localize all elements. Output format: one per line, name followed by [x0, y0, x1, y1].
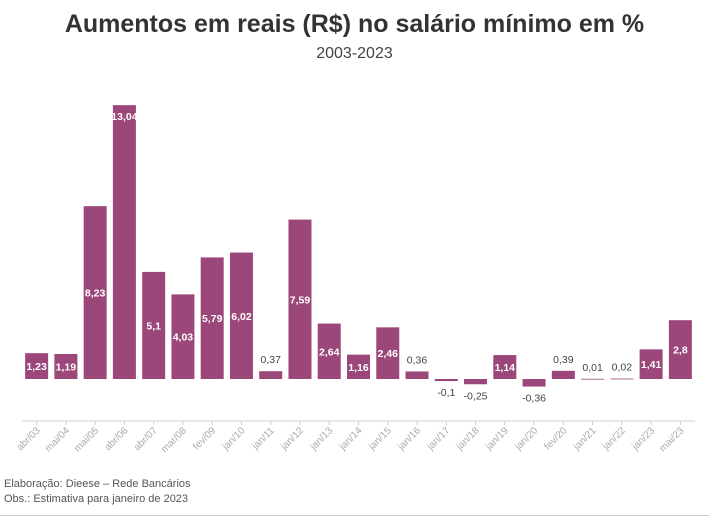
x-tick-label: jan/10 [220, 425, 248, 453]
value-label: 5,79 [202, 313, 223, 325]
chart-title: Aumentos em reais (R$) no salário mínimo… [64, 10, 645, 38]
value-label: 0,02 [612, 362, 633, 374]
value-label: 8,23 [85, 288, 106, 300]
bar-fev-09 [200, 257, 224, 379]
x-tick-label: mai/04 [43, 425, 72, 454]
chart-subtitle: 2003-2023 [316, 45, 393, 62]
bar-jan-20 [522, 379, 546, 387]
value-label: 13,04 [111, 111, 137, 123]
x-tick-label: jan/20 [512, 425, 540, 453]
bar-jan-17 [434, 379, 458, 382]
bar-abr-07 [142, 271, 166, 379]
bar-jan-14 [347, 354, 370, 379]
bar-jan-21 [581, 378, 605, 380]
x-tick-label: jan/14 [337, 425, 365, 453]
bar-abr-03 [25, 353, 49, 379]
value-label: 4,03 [173, 332, 194, 344]
x-tick-label: fev/20 [542, 425, 569, 452]
value-label: 2,64 [319, 346, 340, 358]
x-tick-label: jan/15 [366, 425, 394, 453]
bottom-divider [0, 515, 709, 516]
value-label: 7,59 [290, 294, 311, 306]
x-tick-label: jan/11 [250, 425, 278, 453]
bar-mai-05 [83, 206, 107, 379]
bar-jan-16 [405, 371, 429, 379]
x-tick-label: jan/18 [454, 425, 482, 453]
value-label: 0,01 [582, 362, 603, 374]
value-label: -0,25 [464, 390, 488, 402]
bar-jan-12 [288, 219, 312, 379]
x-tick-label: fev/09 [191, 425, 218, 452]
x-tick-label: jan/23 [629, 425, 657, 453]
x-tick-label: jan/17 [425, 425, 453, 453]
value-label: 1,14 [495, 362, 516, 374]
bar-mai-23 [668, 320, 692, 379]
value-label: -0,1 [437, 387, 455, 399]
x-tick-label: jan/13 [308, 425, 336, 453]
bar-chart: 1,23 abr/03 1,19 mai/04 8,23 mai/05 13,04 abr/0… [15, 105, 695, 455]
x-tick-label: jan/16 [395, 425, 423, 453]
x-tick-label: mar/08 [159, 425, 189, 455]
footer-source: Elaboração: Dieese – Rede Bancários [4, 478, 191, 490]
bar-jan-23 [639, 349, 663, 379]
value-label: 2,8 [673, 345, 688, 357]
bar-abr-06 [112, 105, 136, 379]
x-tick-label: jan/19 [483, 425, 511, 453]
value-label: 0,37 [260, 354, 281, 366]
value-label: 1,23 [26, 361, 47, 373]
x-tick-label: jan/21 [571, 425, 599, 453]
bar-mai-04 [54, 354, 78, 379]
bar-jan-11 [259, 371, 283, 379]
bar-jan-13 [317, 323, 341, 379]
bar-jan-10 [229, 252, 253, 379]
bar-jan-19 [493, 355, 517, 379]
value-label: 0,36 [407, 354, 428, 366]
value-label: 2,46 [378, 348, 399, 360]
bar-jan-22 [610, 378, 634, 380]
footer-note: Obs.: Estimativa para janeiro de 2023 [4, 493, 189, 505]
value-label: 6,02 [231, 311, 252, 323]
value-label: 0,39 [553, 354, 574, 366]
x-tick-label: abr/07 [132, 425, 160, 453]
x-tick-label: abr/06 [103, 425, 131, 453]
bar-jan-18 [464, 379, 488, 385]
x-tick-label: abr/03 [15, 425, 43, 453]
value-label: 1,41 [641, 359, 662, 371]
bar-jan-15 [376, 327, 400, 379]
x-tick-label: jan/12 [278, 425, 306, 453]
x-tick-label: jan/22 [600, 425, 628, 453]
value-label: -0,36 [522, 393, 546, 405]
bar-mar-08 [171, 294, 195, 379]
value-label: 1,19 [56, 362, 77, 374]
bar-fev-20 [551, 370, 575, 379]
x-tick-label: mai/23 [657, 425, 686, 454]
value-label: 5,1 [146, 320, 161, 332]
x-tick-label: mai/05 [72, 425, 101, 454]
value-label: 1,16 [348, 362, 369, 374]
